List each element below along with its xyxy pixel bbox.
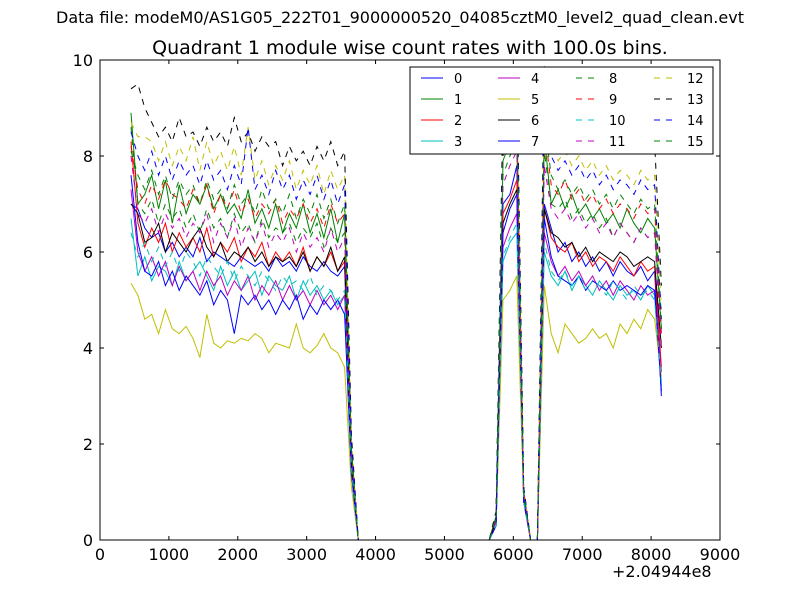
series-line-11-a [130,155,359,541]
legend-label-11: 11 [609,135,626,150]
legend-label-2: 2 [454,114,462,129]
series-line-1-b [358,126,662,541]
legend-label-3: 3 [454,135,462,150]
series-line-4-a [130,189,359,541]
series-line-10-a [130,232,359,541]
legend-label-8: 8 [609,72,617,87]
legend-label-10: 10 [609,114,626,129]
x-tick-label: 4000 [355,545,396,564]
legend-label-0: 0 [454,72,462,87]
legend-label-5: 5 [531,93,539,108]
suptitle: Data file: modeM0/AS1G05_222T01_90000005… [56,8,744,27]
chart-title: Quadrant 1 module wise count rates with … [152,37,668,59]
series-line-6-a [130,203,359,541]
x-axis-offset-label: +2.04944e8 [612,562,712,581]
x-tick-label: 7000 [562,545,603,564]
legend-label-14: 14 [687,114,704,129]
x-tick-label: 6000 [493,545,534,564]
axes: 0 1000 2000 3000 4000 5000 6000 7000 8000 9000 0 2 4… [73,51,741,564]
series-line-5-a [130,282,359,541]
series-line-3-b [358,231,662,541]
series-line-15-b [358,107,662,541]
x-tick-label: 8000 [631,545,672,564]
series-line-13-a [130,83,359,541]
x-tick-label: 2000 [217,545,258,564]
legend-box [409,66,714,155]
legend-label-15: 15 [687,135,704,150]
series-line-4-b [358,213,662,541]
y-tick-label: 0 [83,531,93,550]
series-line-1-a [130,112,359,541]
y-tick-label: 10 [73,51,93,70]
series-line-8-b [358,141,662,541]
y-tick-label: 6 [83,243,93,262]
series-line-12-a [130,122,359,541]
y-tick-label: 8 [83,147,93,166]
legend-label-1: 1 [454,93,462,108]
series-line-2-b [358,179,662,541]
series-line-14-a [130,127,359,541]
series-line-15-a [130,151,359,541]
plot-frame [99,59,721,541]
series-line-2-a [130,141,359,541]
legend-label-13: 13 [687,93,704,108]
legend-label-7: 7 [531,135,539,150]
x-tick-label: 5000 [424,545,465,564]
y-tick-label: 4 [83,339,93,358]
x-tick-label: 9000 [700,545,741,564]
series-line-9-b [358,117,662,541]
series-line-0-b [358,165,662,541]
series-line-8-a [130,127,359,541]
series-line-9-a [130,146,359,541]
x-tick-label: 0 [95,545,105,564]
series-line-5-b [358,275,662,541]
legend-label-9: 9 [609,93,617,108]
x-tick-label: 1000 [149,545,190,564]
legend-label-12: 12 [687,72,704,87]
legend-label-4: 4 [531,72,539,87]
series-line-0-a [130,203,359,541]
series-line-7-b [358,194,662,541]
y-tick-label: 2 [83,435,93,454]
series-line-7-a [130,175,359,541]
x-tick-label: 3000 [286,545,327,564]
legend-label-6: 6 [531,114,539,129]
